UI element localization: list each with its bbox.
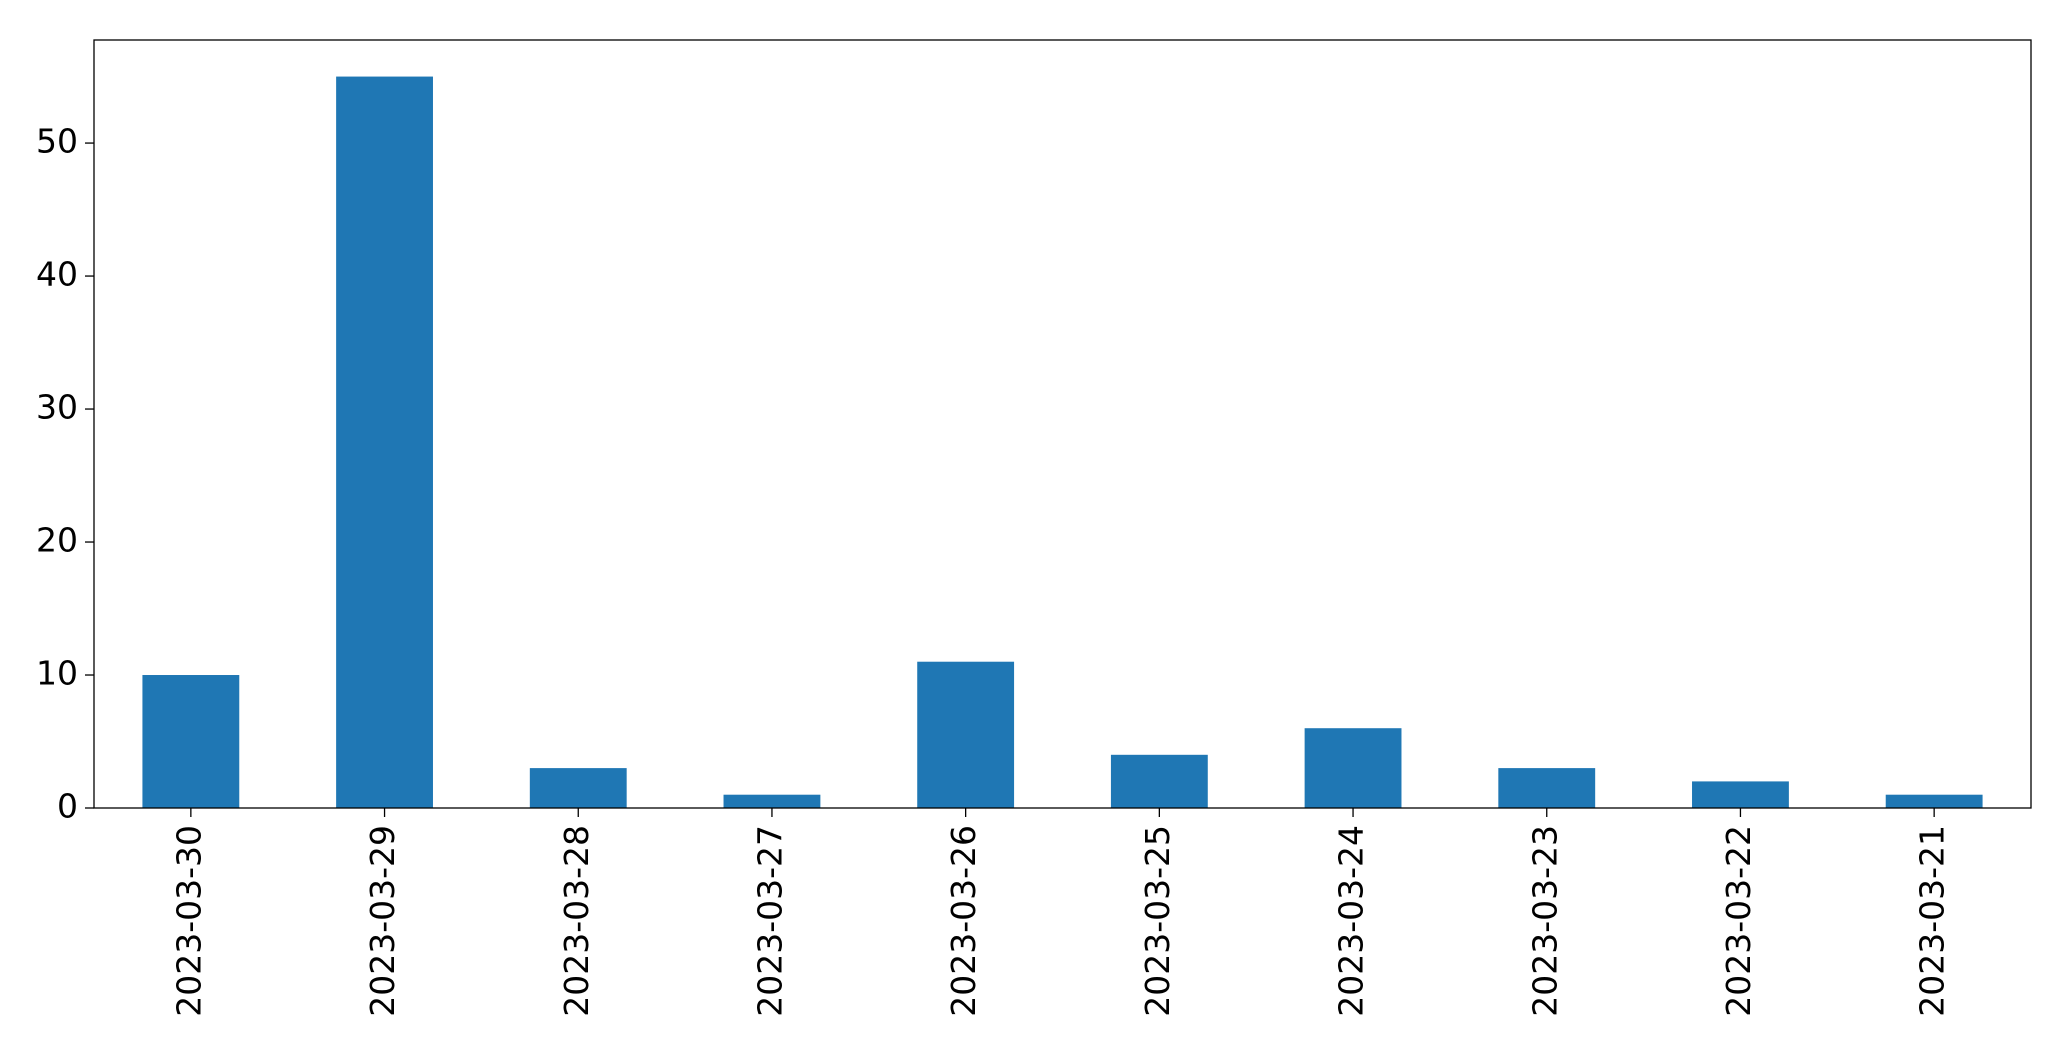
- x-tick-label: 2023-03-26: [944, 825, 983, 1017]
- x-tick-label: 2023-03-22: [1719, 825, 1758, 1017]
- plot-frame: [93, 39, 2032, 809]
- y-tick-label: 10: [36, 654, 78, 693]
- y-tick-label: 0: [57, 787, 78, 826]
- x-tick-label: 2023-03-28: [557, 825, 596, 1017]
- y-tick-label: 20: [36, 521, 78, 560]
- x-tick-label: 2023-03-30: [169, 825, 208, 1017]
- bar: [1498, 768, 1596, 808]
- x-tick-label: 2023-03-27: [750, 825, 789, 1017]
- x-tick-label: 2023-03-24: [1332, 825, 1371, 1017]
- bar: [529, 768, 627, 808]
- y-tick-label: 50: [36, 122, 78, 161]
- bar: [1885, 794, 1983, 808]
- bar: [917, 661, 1015, 808]
- bar: [336, 76, 433, 809]
- bar: [1304, 728, 1402, 808]
- x-tick-label: 2023-03-23: [1525, 825, 1564, 1017]
- y-tick-label: 30: [36, 388, 78, 427]
- y-tick-label: 40: [36, 255, 78, 294]
- x-tick-label: 2023-03-25: [1138, 825, 1177, 1017]
- x-tick-label: 2023-03-21: [1913, 825, 1952, 1017]
- bar: [1110, 754, 1208, 808]
- bar: [142, 675, 240, 808]
- bar: [1692, 781, 1789, 808]
- x-tick-label: 2023-03-29: [363, 825, 402, 1017]
- bar: [723, 794, 821, 808]
